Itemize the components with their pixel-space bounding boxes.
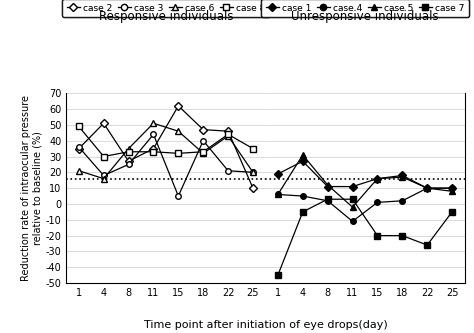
Text: Responsive individuals: Responsive individuals: [99, 10, 233, 23]
Legend: case 1, case 4, case 5, case 7: case 1, case 4, case 5, case 7: [261, 0, 469, 17]
Legend: case 2, case 3, case 6, case 8: case 2, case 3, case 6, case 8: [62, 0, 270, 17]
Text: Unresponsive individuals: Unresponsive individuals: [291, 10, 439, 23]
Text: Time point after initiation of eye drops(day): Time point after initiation of eye drops…: [144, 320, 387, 330]
Y-axis label: Reduction rate of intraocular pressure
relative to baseline (%): Reduction rate of intraocular pressure r…: [21, 95, 43, 281]
